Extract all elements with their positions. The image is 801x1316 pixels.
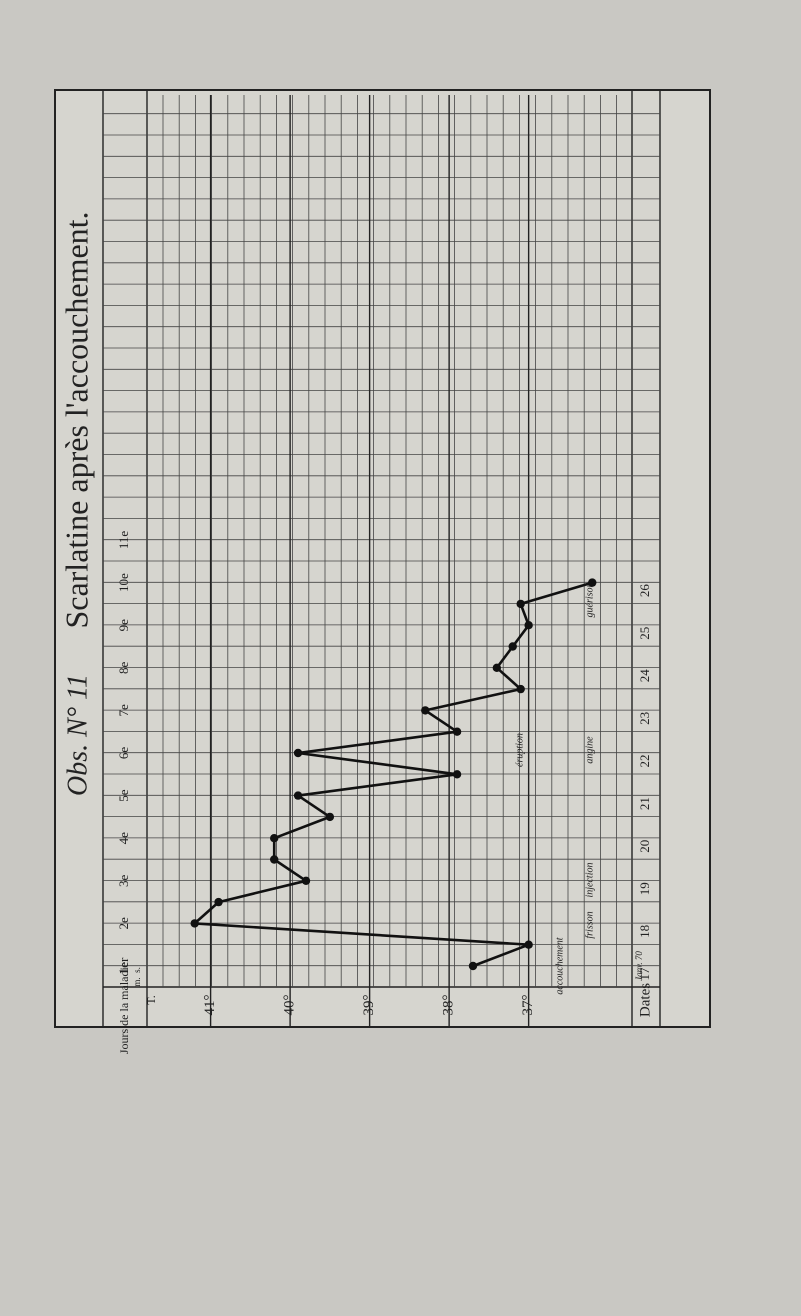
date-label: 25 bbox=[637, 627, 652, 640]
line-segment bbox=[218, 879, 307, 904]
legend-label: m. bbox=[132, 977, 142, 986]
line-segment bbox=[297, 794, 331, 818]
y-tick-label: 2e bbox=[116, 917, 131, 930]
point bbox=[421, 706, 430, 715]
grid: 41° 40° 39° 38° 37° 1er 17 2e 18 3e 19 4e 20 5e 21 6e 22… bbox=[103, 95, 660, 1027]
point bbox=[492, 663, 502, 672]
line-segment bbox=[424, 709, 458, 733]
sheet bbox=[54, 89, 711, 1028]
x-tick-label: 37° bbox=[520, 995, 536, 1016]
point bbox=[270, 855, 279, 864]
y-tick-label: 8e bbox=[116, 661, 131, 674]
point bbox=[508, 642, 517, 651]
y-tick-label: 5e bbox=[116, 789, 131, 802]
date-label: 22 bbox=[637, 755, 652, 768]
date-label: 26 bbox=[637, 584, 652, 598]
line-segment bbox=[193, 901, 220, 925]
line-segment bbox=[495, 666, 522, 691]
annotation: frisson bbox=[584, 911, 595, 938]
legend-label: s. bbox=[132, 967, 142, 973]
point bbox=[293, 748, 303, 758]
y-tick-label: 1er bbox=[116, 957, 131, 974]
line-segment bbox=[194, 922, 529, 946]
point bbox=[452, 727, 462, 736]
date-label: 21 bbox=[637, 797, 652, 810]
line-segment bbox=[297, 730, 458, 755]
line-segment bbox=[511, 624, 530, 648]
y-tick-label: 4e bbox=[116, 832, 131, 845]
point bbox=[452, 770, 462, 779]
line-segment bbox=[495, 645, 514, 669]
y-axis-label: Jours de la maladie bbox=[117, 962, 131, 1054]
y-tick-label: 3e bbox=[116, 874, 131, 887]
date-label: 17 bbox=[637, 967, 652, 981]
date-label: 20 bbox=[637, 840, 652, 853]
annotation: guérison bbox=[584, 583, 595, 618]
dates-label: Dates bbox=[637, 983, 653, 1017]
annotation: accouchement bbox=[554, 937, 565, 994]
chart-title: Scarlatine après l'accouchement. bbox=[58, 211, 94, 628]
y-tick-label: 11e bbox=[116, 531, 131, 550]
line-segment bbox=[297, 773, 458, 797]
annotation: injection bbox=[584, 863, 595, 898]
annotation: éruption bbox=[514, 733, 525, 767]
point bbox=[293, 791, 303, 800]
x-axis-label: T. bbox=[144, 995, 158, 1004]
chart-subtitle: Obs. N° 11 bbox=[62, 674, 93, 796]
x-tick-label: 41° bbox=[202, 995, 218, 1016]
point bbox=[270, 834, 279, 843]
line-segment bbox=[424, 687, 521, 712]
y-tick-label: 10e bbox=[116, 573, 131, 592]
line-segment bbox=[297, 751, 458, 776]
marks bbox=[190, 578, 597, 971]
point bbox=[325, 812, 335, 822]
x-tick-label: 38° bbox=[441, 995, 457, 1016]
point bbox=[516, 599, 525, 609]
point bbox=[301, 876, 311, 885]
x-tick-label: 39° bbox=[361, 995, 377, 1016]
point bbox=[524, 621, 533, 630]
y-tick-label: 6e bbox=[116, 747, 131, 760]
point bbox=[516, 684, 525, 694]
line-segment bbox=[273, 858, 307, 882]
point bbox=[190, 919, 199, 928]
date-label: 23 bbox=[637, 712, 652, 725]
point bbox=[214, 897, 223, 907]
date-label: 19 bbox=[637, 882, 652, 895]
date-label: 24 bbox=[637, 669, 652, 683]
point bbox=[468, 961, 478, 971]
line-segment bbox=[520, 581, 593, 606]
line-segment bbox=[472, 943, 530, 968]
line-segment bbox=[273, 815, 331, 840]
annotation: angine bbox=[584, 736, 595, 764]
y-tick-label: 7e bbox=[116, 704, 131, 717]
y-tick-label: 9e bbox=[116, 619, 131, 632]
point bbox=[588, 578, 597, 587]
point bbox=[524, 940, 533, 949]
x-tick-label: 40° bbox=[282, 995, 298, 1016]
date-label: 18 bbox=[637, 925, 652, 938]
